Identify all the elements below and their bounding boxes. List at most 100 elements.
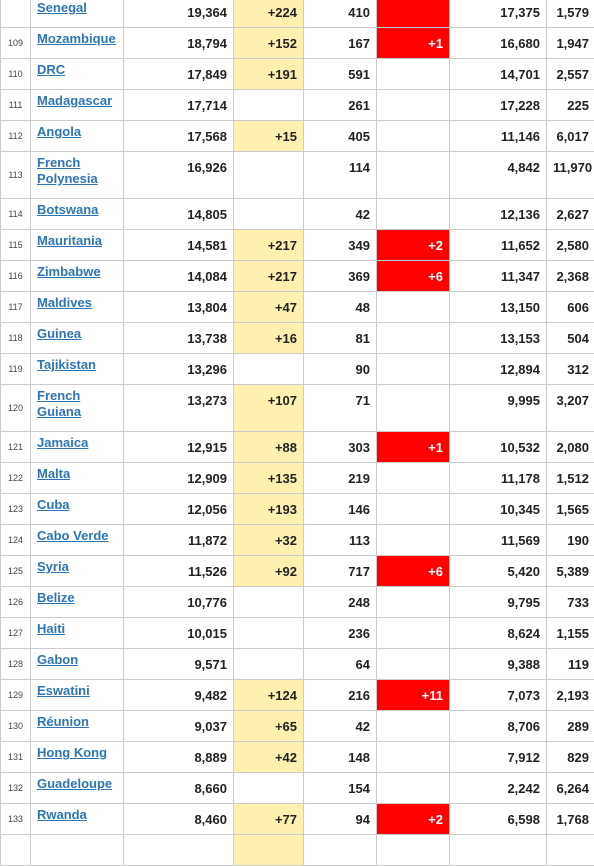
country-cell: Senegal [31,0,124,28]
row-number: 122 [1,463,31,494]
country-link[interactable]: Cuba [37,497,70,512]
new-deaths-cell [377,0,450,28]
total-deaths-cell: 146 [304,494,377,525]
total-deaths-cell: 64 [304,649,377,680]
row-number: 128 [1,649,31,680]
total-recovered-cell: 9,795 [450,587,547,618]
total-cases-cell: 9,037 [124,711,234,742]
country-link[interactable]: Zimbabwe [37,264,101,279]
table-row [1,835,594,866]
country-cell: Guinea [31,323,124,354]
active-cases-cell: 1,565 [547,494,594,525]
active-cases-cell: 2,627 [547,199,594,230]
country-link[interactable]: Mozambique [37,31,116,46]
country-cell: Gabon [31,649,124,680]
country-link[interactable]: Malta [37,466,70,481]
new-cases-cell [234,152,304,199]
active-cases-cell: 11,970 [547,152,594,199]
total-recovered-cell: 6,598 [450,804,547,835]
new-deaths-cell [377,525,450,556]
active-cases-cell: 5,389 [547,556,594,587]
active-cases-cell: 190 [547,525,594,556]
new-cases-cell: +42 [234,742,304,773]
total-cases-cell: 11,872 [124,525,234,556]
total-deaths-cell: 410 [304,0,377,28]
country-cell: Rwanda [31,804,124,835]
country-link[interactable]: Cabo Verde [37,528,109,543]
active-cases-cell [547,835,594,866]
country-link[interactable]: Belize [37,590,75,605]
country-link[interactable]: Haiti [37,621,65,636]
total-cases-cell [124,835,234,866]
new-deaths-cell [377,121,450,152]
country-link[interactable]: Senegal [37,0,87,15]
country-link[interactable]: Guadeloupe [37,776,112,791]
total-recovered-cell: 14,701 [450,59,547,90]
country-link[interactable]: Mauritania [37,233,102,248]
country-link[interactable]: Angola [37,124,81,139]
country-link[interactable]: DRC [37,62,65,77]
new-cases-cell: +124 [234,680,304,711]
new-deaths-cell [377,354,450,385]
total-cases-cell: 8,889 [124,742,234,773]
country-cell: Réunion [31,711,124,742]
total-cases-cell: 10,015 [124,618,234,649]
total-cases-cell: 19,364 [124,0,234,28]
country-cell: Tajikistan [31,354,124,385]
country-link[interactable]: French Guiana [37,388,81,419]
total-recovered-cell: 13,153 [450,323,547,354]
country-link[interactable]: French Polynesia [37,155,98,186]
country-link[interactable]: Syria [37,559,69,574]
country-link[interactable]: Botswana [37,202,98,217]
country-link[interactable]: Eswatini [37,683,90,698]
country-link[interactable]: Guinea [37,326,81,341]
active-cases-cell: 733 [547,587,594,618]
country-link[interactable]: Rwanda [37,807,87,822]
new-cases-cell: +191 [234,59,304,90]
total-cases-cell: 18,794 [124,28,234,59]
total-cases-cell: 14,581 [124,230,234,261]
country-link[interactable]: Jamaica [37,435,88,450]
active-cases-cell: 829 [547,742,594,773]
country-link[interactable]: Réunion [37,714,89,729]
country-link[interactable]: Gabon [37,652,78,667]
total-cases-cell: 8,460 [124,804,234,835]
active-cases-cell: 2,080 [547,432,594,463]
new-cases-cell: +224 [234,0,304,28]
country-cell: French Polynesia [31,152,124,199]
total-deaths-cell [304,835,377,866]
country-link[interactable]: Madagascar [37,93,112,108]
total-cases-cell: 17,849 [124,59,234,90]
total-recovered-cell: 9,388 [450,649,547,680]
country-link[interactable]: Tajikistan [37,357,96,372]
total-deaths-cell: 71 [304,385,377,432]
new-deaths-cell [377,323,450,354]
total-deaths-cell: 148 [304,742,377,773]
new-cases-cell [234,649,304,680]
total-recovered-cell: 5,420 [450,556,547,587]
new-cases-cell: +15 [234,121,304,152]
country-link[interactable]: Hong Kong [37,745,107,760]
total-cases-cell: 13,273 [124,385,234,432]
country-cell: Syria [31,556,124,587]
country-link[interactable]: Maldives [37,295,92,310]
country-cell: Madagascar [31,90,124,121]
total-deaths-cell: 114 [304,152,377,199]
total-recovered-cell: 17,228 [450,90,547,121]
country-cell: Eswatini [31,680,124,711]
new-deaths-cell: +1 [377,28,450,59]
row-number: 133 [1,804,31,835]
row-number: 113 [1,152,31,199]
active-cases-cell: 2,193 [547,680,594,711]
total-recovered-cell: 8,706 [450,711,547,742]
row-number: 111 [1,90,31,121]
total-deaths-cell: 717 [304,556,377,587]
total-recovered-cell: 10,532 [450,432,547,463]
